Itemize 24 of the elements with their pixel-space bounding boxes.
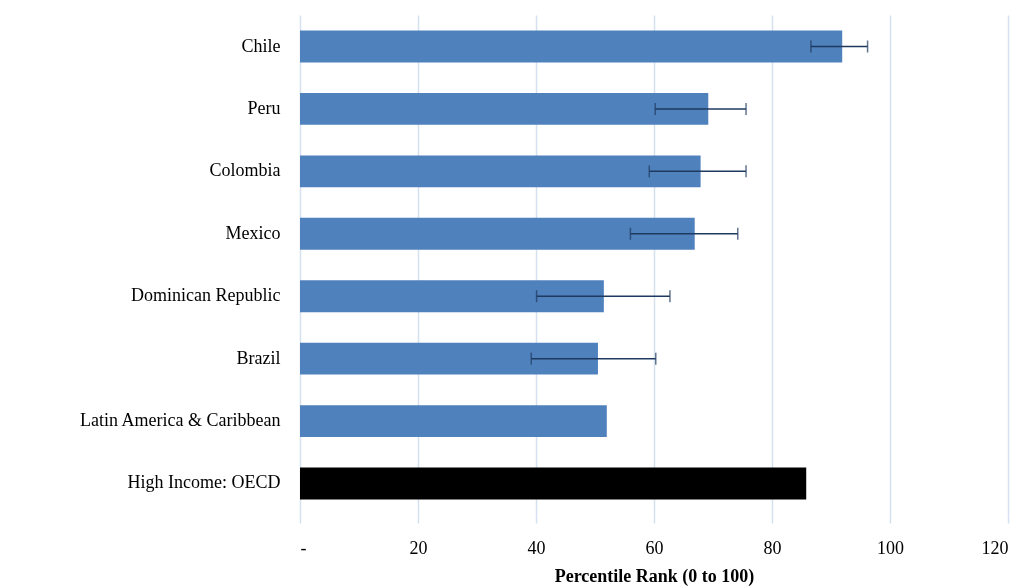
y-tick-label: Brazil [236,347,281,368]
y-tick-label: Colombia [209,160,281,181]
bar [300,342,598,375]
bar [300,93,709,125]
y-tick-label: High Income: OECD [127,472,281,493]
y-tick-label: Dominican Republic [131,285,281,306]
x-tick-label: 100 [877,537,904,558]
x-tick-label: 80 [763,537,782,558]
x-axis-title: Percentile Rank (0 to 100) [554,565,755,587]
x-tick-label: 20 [409,537,428,558]
bar [300,467,807,500]
bar [300,30,843,63]
y-tick-label: Chile [241,35,281,56]
y-tick-label: Latin America & Caribbean [80,410,281,431]
bar [300,155,701,188]
y-tick-label: Mexico [225,222,281,243]
bar [300,217,695,250]
bar [300,405,607,437]
x-tick-label: 40 [527,537,546,558]
x-tick-label: - [300,537,307,558]
y-tick-label: Peru [247,97,281,118]
bar [300,280,604,313]
x-tick-label: 60 [645,537,664,558]
x-tick-label: 120 [981,537,1009,558]
